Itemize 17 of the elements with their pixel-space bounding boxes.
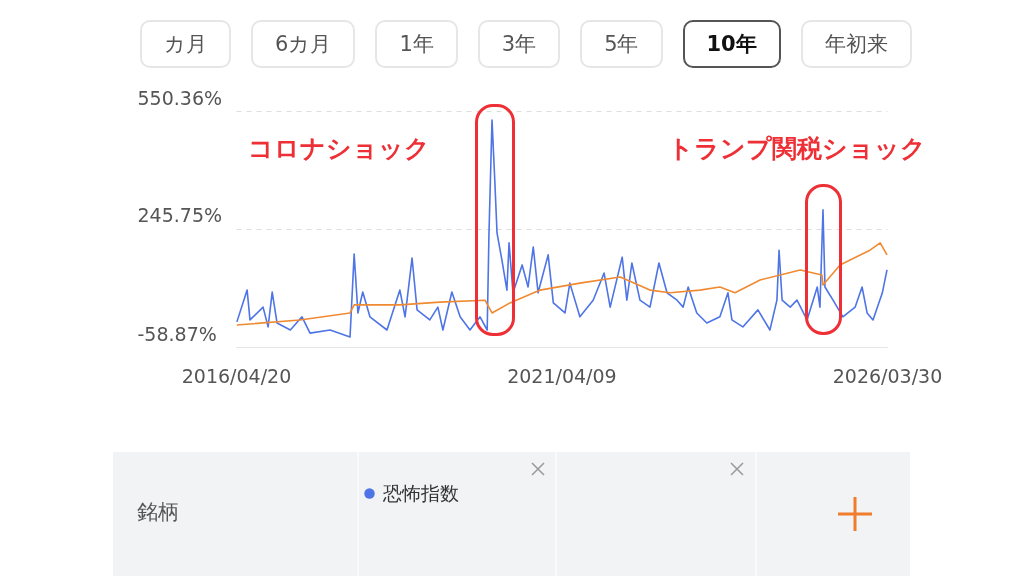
button: カ月: [140, 20, 231, 68]
x-tick-label: 2021/04/09: [507, 364, 617, 387]
annotation: トランプ関税ショック: [668, 133, 926, 165]
button: 3年: [477, 20, 561, 68]
button: 6カ月: [251, 20, 356, 68]
y-tick-label: 245.75%: [137, 204, 223, 227]
button: 1年: [375, 20, 458, 68]
x-tick-label: 2026/03/30: [832, 364, 943, 387]
button: 10年: [682, 20, 781, 68]
button: 年初来: [800, 20, 912, 68]
annotation: コロナショック: [248, 133, 430, 165]
y-tick-label: -58.87%: [137, 322, 217, 345]
button: 5年: [580, 20, 663, 68]
legend-label: 恐怖指数: [382, 481, 459, 504]
x-tick-label: 2016/04/20: [181, 364, 292, 387]
y-tick-label: 550.36%: [137, 86, 223, 109]
text: 銘柄: [137, 499, 179, 526]
